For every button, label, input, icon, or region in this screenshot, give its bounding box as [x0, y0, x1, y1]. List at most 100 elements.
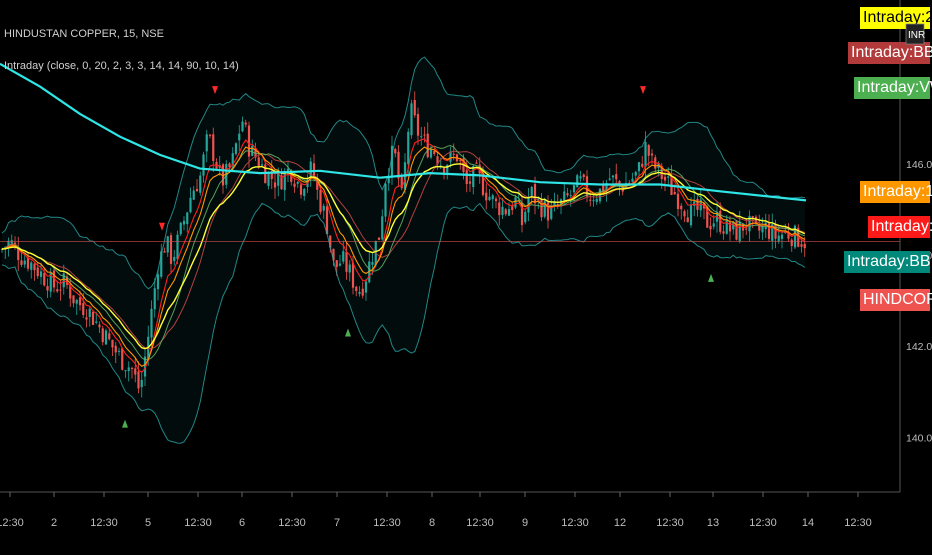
candle-body	[800, 244, 803, 247]
price-tag: Intraday:BB Lower - 144.45	[844, 251, 932, 273]
candle-body	[91, 311, 95, 325]
candle-body	[257, 157, 260, 167]
candle-body	[160, 251, 163, 277]
price-tag: Intraday:10 - 144.80	[860, 181, 932, 203]
candle-body	[442, 167, 446, 173]
candle-body	[498, 202, 501, 216]
buy-signal-marker	[345, 328, 351, 337]
candle-body	[413, 100, 416, 116]
candle-body	[728, 222, 732, 232]
indicator-label[interactable]: Intraday (close, 0, 20, 2, 3, 3, 14, 14,…	[4, 60, 239, 72]
candle-body	[543, 201, 546, 217]
candle-body	[530, 186, 533, 196]
candle-body	[491, 195, 494, 200]
candle-body	[732, 221, 735, 230]
candle-body	[342, 251, 345, 262]
candle-body	[683, 211, 686, 217]
sell-signal-marker	[159, 222, 165, 231]
price-tag: Intraday:BB Basis - 144.65	[848, 42, 932, 64]
candle-body	[267, 172, 270, 186]
candle-body	[348, 264, 351, 273]
candle-body	[332, 248, 335, 261]
candle-body	[693, 201, 696, 206]
candle-body	[260, 164, 264, 166]
candle-body	[423, 134, 426, 136]
candle-body	[475, 162, 478, 164]
candle-body	[637, 162, 641, 172]
candle-body	[686, 217, 689, 223]
candle-body	[452, 153, 455, 155]
candle-body	[163, 251, 166, 253]
x-tick-label: 12:30	[844, 517, 872, 529]
candle-body	[186, 212, 189, 225]
candle-body	[394, 149, 397, 154]
signal-markers	[122, 86, 714, 428]
candle-body	[296, 182, 299, 184]
candle-body	[673, 192, 676, 195]
candle-body	[156, 274, 160, 290]
candle-body	[735, 221, 738, 240]
candle-body	[10, 240, 13, 244]
candle-body	[595, 198, 598, 202]
candle-body	[634, 171, 637, 176]
candle-body	[88, 308, 91, 318]
candle-body	[153, 288, 156, 310]
candle-body	[127, 367, 130, 372]
candle-body	[189, 197, 192, 213]
x-tick-label: 7	[334, 517, 340, 529]
candle-body	[605, 183, 608, 191]
candle-body	[143, 356, 147, 377]
candle-body	[641, 163, 644, 167]
price-tag: Intraday:VWAP - 144.85	[854, 77, 932, 99]
sell-signal-marker	[212, 86, 218, 95]
candle-body	[504, 209, 507, 215]
candle-body	[377, 237, 381, 240]
candle-body	[745, 228, 748, 230]
candle-body	[65, 276, 69, 285]
candle-body	[62, 273, 65, 288]
x-tick-label: 12:30	[278, 517, 306, 529]
candle-body	[293, 183, 296, 187]
candle-body	[241, 121, 244, 132]
candle-body	[251, 145, 254, 156]
candle-body	[712, 223, 715, 227]
candle-body	[699, 199, 702, 211]
x-tick-label: 12	[614, 517, 626, 529]
price-tag-bg	[868, 216, 930, 238]
candle-body	[761, 226, 764, 233]
axes: 146.00144.00142.00140.0012:30212:30512:3…	[0, 0, 932, 529]
candle-body	[647, 145, 650, 156]
candle-body	[247, 125, 251, 157]
candle-body	[465, 170, 468, 185]
candle-body	[507, 209, 511, 216]
candle-body	[361, 288, 364, 296]
candle-body	[485, 192, 488, 201]
candle-body	[199, 175, 202, 193]
x-tick-label: 13	[707, 517, 719, 529]
candle-body	[182, 220, 186, 225]
candle-body	[631, 178, 634, 182]
candle-body	[449, 151, 452, 162]
candle-body	[787, 232, 790, 239]
candle-body	[420, 136, 423, 138]
candle-body	[390, 145, 394, 178]
candle-body	[501, 206, 504, 216]
x-tick-label: 9	[522, 517, 528, 529]
candle-body	[488, 196, 491, 201]
candle-body	[195, 188, 199, 192]
candle-body	[546, 202, 550, 221]
ema20-line	[1, 163, 806, 350]
price-tag-bg	[860, 7, 930, 29]
candle-body	[309, 161, 312, 179]
candle-body	[234, 143, 238, 154]
candle-body	[173, 256, 176, 262]
candle-body	[680, 205, 683, 210]
candle-body	[72, 295, 75, 304]
candle-body	[137, 371, 140, 389]
price-tag-text: Intraday:10 - 144.80	[863, 183, 932, 200]
candle-body	[758, 224, 761, 231]
buy-signal-marker	[122, 419, 128, 428]
